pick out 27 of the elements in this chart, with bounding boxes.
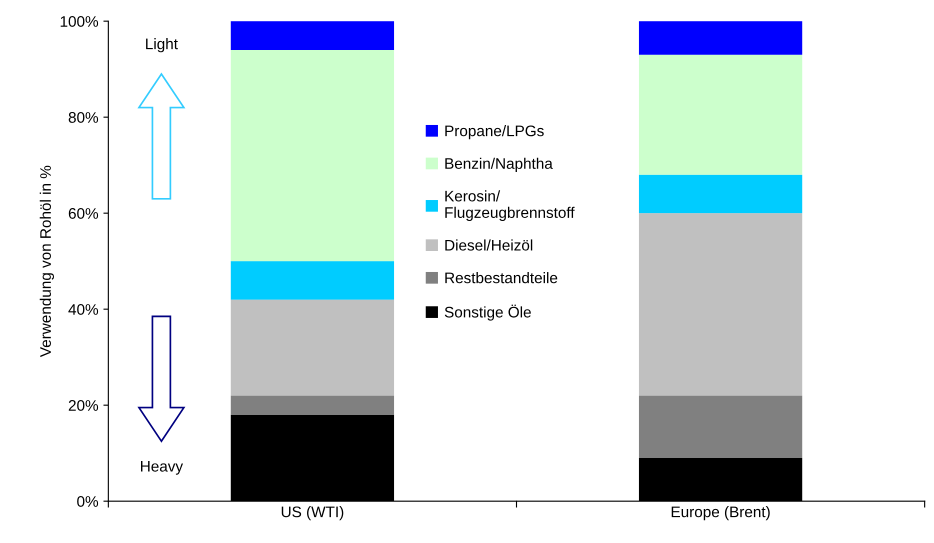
legend-label: Sonstige Öle — [444, 304, 531, 321]
legend-label: Diesel/Heizöl — [445, 239, 532, 251]
annotation: Heavy — [141, 461, 184, 475]
legend-label: Restbestandteile — [445, 272, 558, 284]
bar — [638, 21, 802, 55]
bar — [638, 396, 802, 458]
legend-label: Propane/LPGs — [445, 125, 544, 140]
legend-label: Kerosin/ Flugzeugbrennstoff — [445, 190, 575, 221]
y-tick-label: 40% — [68, 304, 98, 315]
bar — [638, 54, 802, 175]
y-axis-title: Verwendung von Rohöl in % — [40, 166, 54, 358]
x-tick-label: Europe (Brent) — [672, 506, 770, 520]
bar — [230, 50, 394, 262]
x-tick-label: US (WTI) — [282, 506, 344, 520]
legend-label: Benzin/Naphtha — [445, 158, 553, 172]
y-tick-label: 100% — [60, 16, 98, 27]
bar — [230, 300, 394, 396]
bar — [230, 261, 394, 300]
bar — [230, 21, 394, 50]
bar — [230, 396, 394, 415]
bar — [638, 213, 802, 396]
y-tick-label: 0% — [77, 496, 98, 507]
y-tick-label: 20% — [68, 400, 98, 411]
annotation: Light — [146, 38, 178, 52]
y-tick-label: 60% — [68, 208, 98, 219]
bar — [638, 174, 802, 214]
y-tick-label: 80% — [68, 112, 98, 123]
